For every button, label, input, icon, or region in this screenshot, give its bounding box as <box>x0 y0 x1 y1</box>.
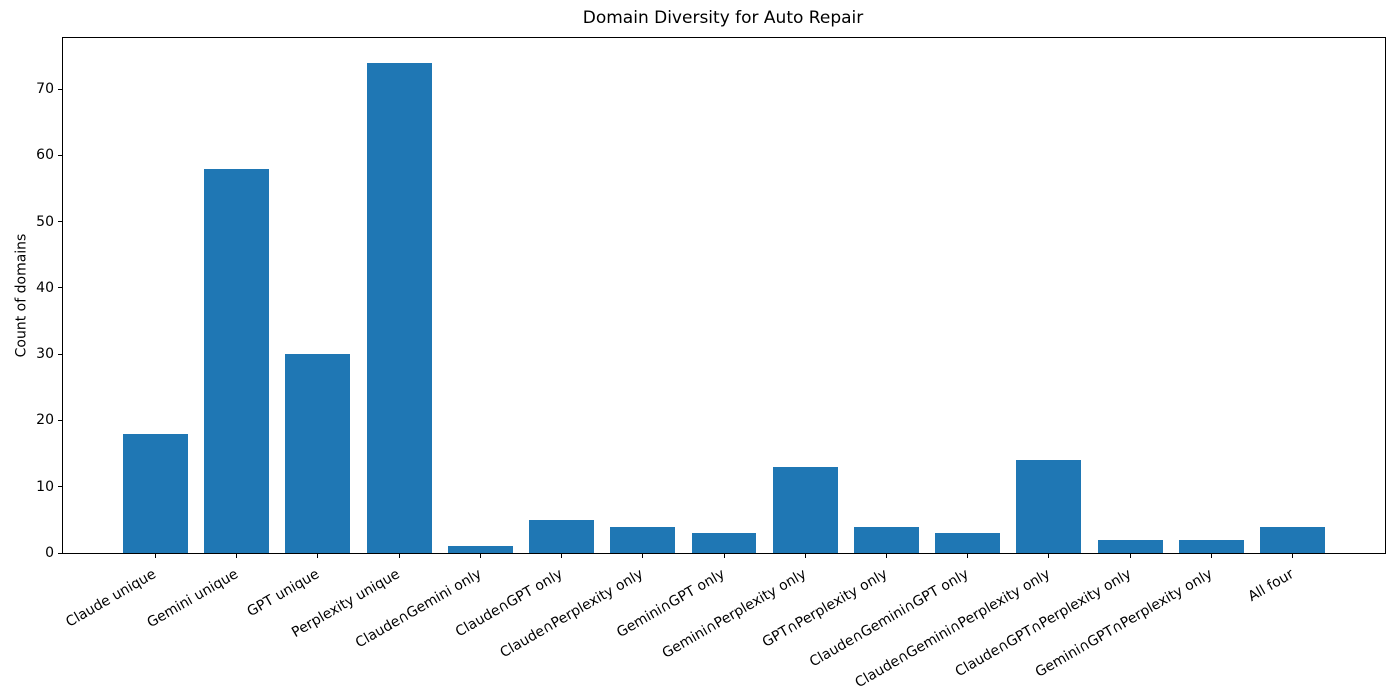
x-tick-mark <box>1292 554 1293 558</box>
y-tick-mark <box>58 552 62 554</box>
y-tick-label: 0 <box>45 545 54 561</box>
x-tick-mark <box>1210 554 1212 558</box>
y-tick-mark <box>58 154 62 156</box>
x-tick-mark <box>967 554 969 558</box>
y-tick-label: 70 <box>36 81 54 98</box>
x-tick-label: Claude unique <box>63 566 160 631</box>
bar <box>1016 460 1082 553</box>
x-tick-mark <box>723 554 725 558</box>
x-tick-mark <box>642 554 644 558</box>
bar <box>447 546 513 553</box>
chart-title: Domain Diversity for Auto Repair <box>582 8 864 28</box>
y-tick-mark <box>58 419 62 421</box>
x-tick-mark <box>1048 554 1050 558</box>
bar <box>204 168 270 553</box>
x-tick-mark <box>1129 554 1131 558</box>
x-tick-label: Claude∩Perplexity only <box>497 566 647 662</box>
x-tick-label: Gemini unique <box>143 566 241 632</box>
x-tick-label: GPT unique <box>244 566 322 621</box>
plot-area: 0 10 20 30 40 50 60 70 Claude unique Gemini uniqu… <box>36 37 1386 691</box>
x-tick-label: All four <box>1245 566 1297 605</box>
bar <box>366 62 432 553</box>
y-tick-mark <box>58 353 62 355</box>
x-tick-label: Gemini∩Perplexity only <box>659 566 809 662</box>
bar <box>123 433 188 553</box>
x-tick-mark <box>479 554 481 558</box>
x-tick-mark <box>317 554 319 558</box>
y-tick-mark <box>58 88 62 90</box>
bar <box>691 533 757 553</box>
x-tick-mark <box>236 554 238 558</box>
bar <box>285 354 351 553</box>
x-tick-mark <box>398 554 400 558</box>
bar <box>1260 526 1325 553</box>
bar <box>610 526 676 553</box>
x-tick-mark <box>804 554 806 558</box>
x-tick-mark <box>561 554 563 558</box>
bar <box>529 519 595 553</box>
y-tick-label: 40 <box>36 279 54 296</box>
y-tick-label: 10 <box>36 478 54 495</box>
y-tick-mark <box>58 486 62 488</box>
x-tick-mark <box>155 554 156 558</box>
bar <box>935 533 1001 553</box>
y-tick-mark <box>58 221 62 223</box>
y-tick-label: 60 <box>36 147 54 164</box>
y-tick-label: 20 <box>36 412 54 429</box>
y-tick-label: 50 <box>36 213 54 230</box>
bar <box>853 526 919 553</box>
bar <box>1097 539 1163 553</box>
bar <box>772 466 838 553</box>
bar <box>1178 539 1244 553</box>
y-tick-label: 30 <box>36 346 54 363</box>
x-tick-mark <box>885 554 887 558</box>
y-tick-mark <box>58 287 62 289</box>
